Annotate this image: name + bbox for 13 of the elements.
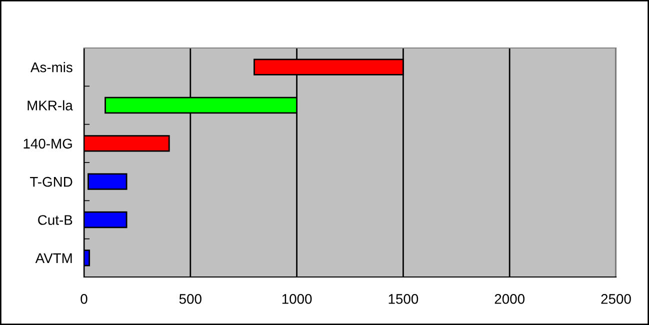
- x-tick-label: 0: [80, 294, 88, 304]
- y-tick-label: AVTM: [35, 253, 72, 263]
- y-tick-label: As-mis: [30, 62, 72, 72]
- x-tick-label: 2000: [494, 294, 525, 304]
- bar: [88, 173, 128, 190]
- x-tick-label: 1500: [388, 294, 418, 304]
- x-tick-label: 1000: [282, 294, 312, 304]
- y-tick-label: T-GND: [30, 176, 72, 187]
- x-tick-label: 500: [179, 294, 202, 304]
- y-tick-label: Cut-B: [38, 215, 72, 225]
- y-tick-label: MKR-la: [28, 100, 73, 110]
- y-tick-label: 140-MG: [24, 138, 72, 149]
- x-tick-label: 2500: [601, 294, 631, 304]
